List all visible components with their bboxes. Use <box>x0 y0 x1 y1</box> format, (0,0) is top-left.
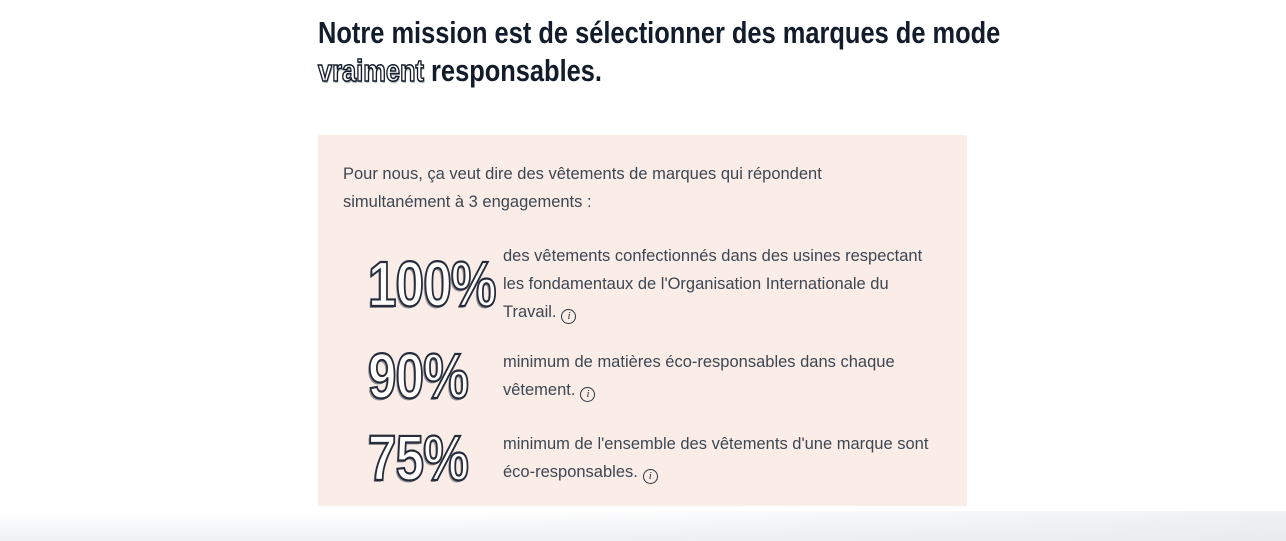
panel-intro: Pour nous, ça veut dire des vêtements de… <box>343 160 930 216</box>
engagement-text-usines: des vêtements confectionnés dans des usi… <box>503 242 930 326</box>
info-icon[interactable]: i <box>561 309 577 324</box>
mission-heading-line2: responsables. <box>423 53 602 88</box>
panel-intro-line1: Pour nous, ça veut dire des vêtements de… <box>343 165 822 183</box>
engagements-panel: Pour nous, ça veut dire des vêtements de… <box>318 135 967 506</box>
engagement-text-ensemble-label: minimum de l'ensemble des vêtements d'un… <box>503 435 929 481</box>
engagement-row-ensemble: 75% minimum de l'ensemble des vêtements … <box>343 422 930 494</box>
info-icon[interactable]: i <box>642 469 658 484</box>
mission-heading-line1: Notre mission est de sélectionner des ma… <box>318 15 1001 50</box>
panel-intro-line2: simultanément à 3 engagements : <box>343 193 592 211</box>
engagement-text-matieres-label: minimum de matières éco-responsables dan… <box>503 353 895 399</box>
engagement-row-matieres: 90% minimum de matières éco-responsables… <box>343 340 930 412</box>
mission-heading: Notre mission est de sélectionner des ma… <box>317 14 1000 90</box>
engagement-text-ensemble: minimum de l'ensemble des vêtements d'un… <box>503 430 930 486</box>
engagement-value-75: 75% <box>367 422 470 494</box>
engagement-value-90: 90% <box>367 340 470 412</box>
info-icon[interactable]: i <box>580 387 596 402</box>
engagement-row-usines: 100% des vêtements confectionnés dans de… <box>343 242 930 326</box>
engagement-text-matieres: minimum de matières éco-responsables dan… <box>503 348 930 404</box>
engagement-text-usines-label: des vêtements confectionnés dans des usi… <box>503 247 923 321</box>
next-section-top-edge <box>0 511 1286 541</box>
content-column: Notre mission est de sélectionner des ma… <box>317 0 1000 90</box>
mission-heading-outlined-word: vraiment <box>317 52 424 89</box>
engagement-value-100: 100% <box>367 248 497 320</box>
